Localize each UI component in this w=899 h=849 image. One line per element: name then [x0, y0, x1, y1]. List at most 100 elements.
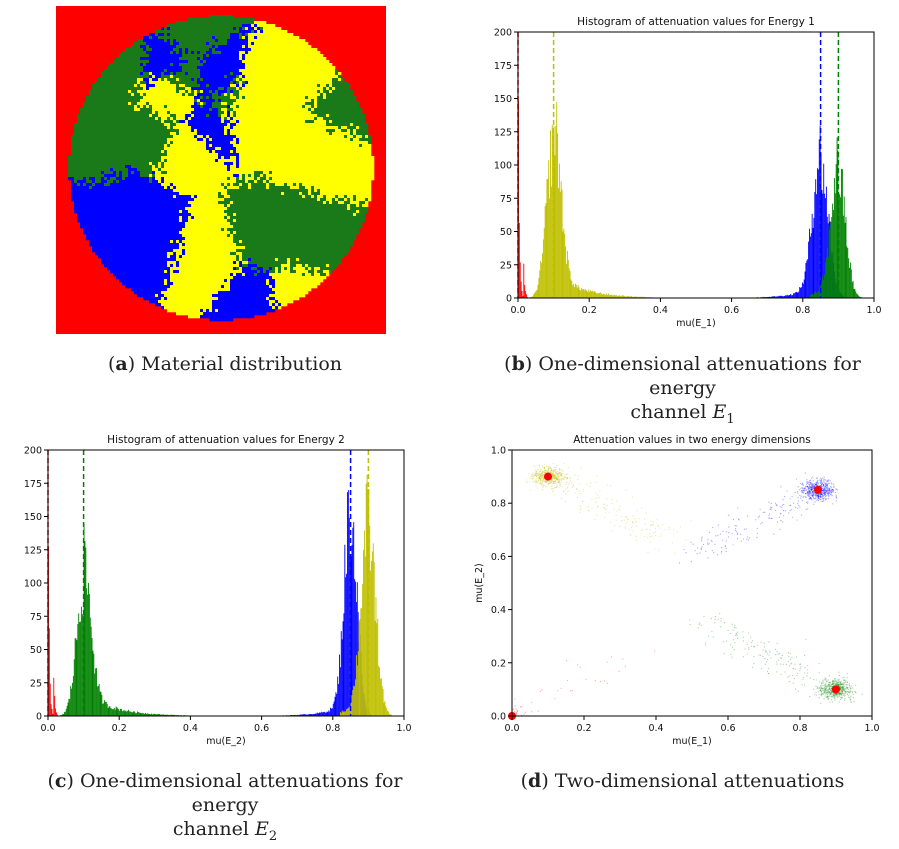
material-cell-yellow — [287, 162, 291, 166]
material-cell-yellow — [251, 132, 255, 136]
material-cell-yellow — [155, 87, 159, 91]
material-cell-blue — [146, 81, 150, 85]
material-cell-green — [104, 114, 108, 118]
material-cell-blue — [215, 144, 219, 148]
material-cell-green — [188, 24, 192, 28]
material-cell-green — [242, 177, 246, 181]
material-cell-yellow — [317, 87, 321, 91]
material-cell-green — [185, 27, 189, 31]
material-cell-green — [215, 93, 219, 97]
material-cell-blue — [212, 132, 216, 136]
material-cell-green — [95, 108, 99, 112]
material-cell-yellow — [209, 174, 213, 178]
material-cell-yellow — [287, 177, 291, 181]
material-cell-yellow — [344, 180, 348, 184]
material-cell-yellow — [347, 183, 351, 187]
material-cell-blue — [164, 48, 168, 52]
material-cell-yellow — [281, 174, 285, 178]
material-cell-yellow — [308, 78, 312, 82]
material-cell-green — [143, 144, 147, 148]
material-cell-yellow — [278, 93, 282, 97]
material-cell-yellow — [230, 159, 234, 163]
material-cell-yellow — [329, 159, 333, 163]
material-cell-green — [113, 66, 117, 70]
material-cell-green — [80, 111, 84, 115]
material-cell-blue — [161, 45, 165, 49]
material-cell-yellow — [179, 177, 183, 181]
material-cell-blue — [227, 162, 231, 166]
material-cell-yellow — [185, 171, 189, 175]
material-cell-yellow — [302, 123, 306, 127]
material-cell-blue — [197, 111, 201, 115]
material-cell-green — [140, 162, 144, 166]
material-cell-yellow — [269, 93, 273, 97]
material-cell-yellow — [275, 63, 279, 67]
material-cell-green — [212, 18, 216, 22]
material-cell-yellow — [287, 48, 291, 52]
material-cell-yellow — [236, 78, 240, 82]
material-cell-yellow — [167, 105, 171, 109]
material-cell-yellow — [233, 117, 237, 121]
material-cell-green — [77, 132, 81, 136]
material-cell-yellow — [176, 135, 180, 139]
material-cell-yellow — [161, 159, 165, 163]
material-cell-yellow — [320, 120, 324, 124]
material-cell-yellow — [188, 189, 192, 193]
material-cell-yellow — [347, 189, 351, 193]
material-cell-yellow — [311, 96, 315, 100]
material-cell-green — [119, 150, 123, 154]
material-cell-yellow — [194, 162, 198, 166]
material-cell-green — [92, 144, 96, 148]
material-cell-green — [83, 132, 87, 136]
material-cell-yellow — [143, 96, 147, 100]
material-cell-green — [110, 141, 114, 145]
material-cell-blue — [173, 45, 177, 49]
material-cell-yellow — [251, 177, 255, 181]
material-cell-yellow — [248, 60, 252, 64]
material-cell-yellow — [293, 93, 297, 97]
material-cell-yellow — [290, 171, 294, 175]
material-cell-yellow — [308, 129, 312, 133]
material-cell-yellow — [158, 84, 162, 88]
material-cell-green — [83, 123, 87, 127]
material-cell-green — [191, 18, 195, 22]
material-cell-yellow — [191, 132, 195, 136]
material-cell-blue — [152, 69, 156, 73]
material-cell-green — [122, 168, 126, 172]
material-cell-green — [230, 27, 234, 31]
material-cell-green — [152, 150, 156, 154]
material-cell-yellow — [305, 75, 309, 79]
material-cell-green — [173, 48, 177, 52]
material-cell-yellow — [254, 39, 258, 43]
material-cell-blue — [260, 30, 264, 34]
material-cell-yellow — [173, 141, 177, 145]
material-cell-yellow — [320, 174, 324, 178]
material-cell-green — [206, 30, 210, 34]
material-cell-yellow — [299, 138, 303, 142]
material-cell-blue — [173, 72, 177, 76]
material-cell-yellow — [257, 177, 261, 181]
material-cell-yellow — [152, 87, 156, 91]
material-cell-blue — [230, 36, 234, 40]
material-cell-green — [236, 75, 240, 79]
material-cell-green — [191, 63, 195, 67]
material-cell-yellow — [170, 147, 174, 151]
material-cell-green — [143, 141, 147, 145]
material-cell-blue — [152, 66, 156, 70]
material-cell-green — [89, 147, 93, 151]
material-cell-yellow — [323, 156, 327, 160]
material-cell-yellow — [275, 90, 279, 94]
material-cell-blue — [230, 75, 234, 79]
material-cell-yellow — [293, 144, 297, 148]
material-cell-yellow — [272, 159, 276, 163]
material-cell-green — [170, 42, 174, 46]
material-cell-blue — [158, 54, 162, 58]
material-cell-green — [293, 189, 297, 193]
material-cell-green — [197, 75, 201, 79]
material-cell-green — [119, 60, 123, 64]
material-cell-green — [233, 114, 237, 118]
material-cell-yellow — [296, 78, 300, 82]
material-cell-yellow — [167, 171, 171, 175]
material-cell-yellow — [302, 99, 306, 103]
material-cell-blue — [236, 72, 240, 76]
